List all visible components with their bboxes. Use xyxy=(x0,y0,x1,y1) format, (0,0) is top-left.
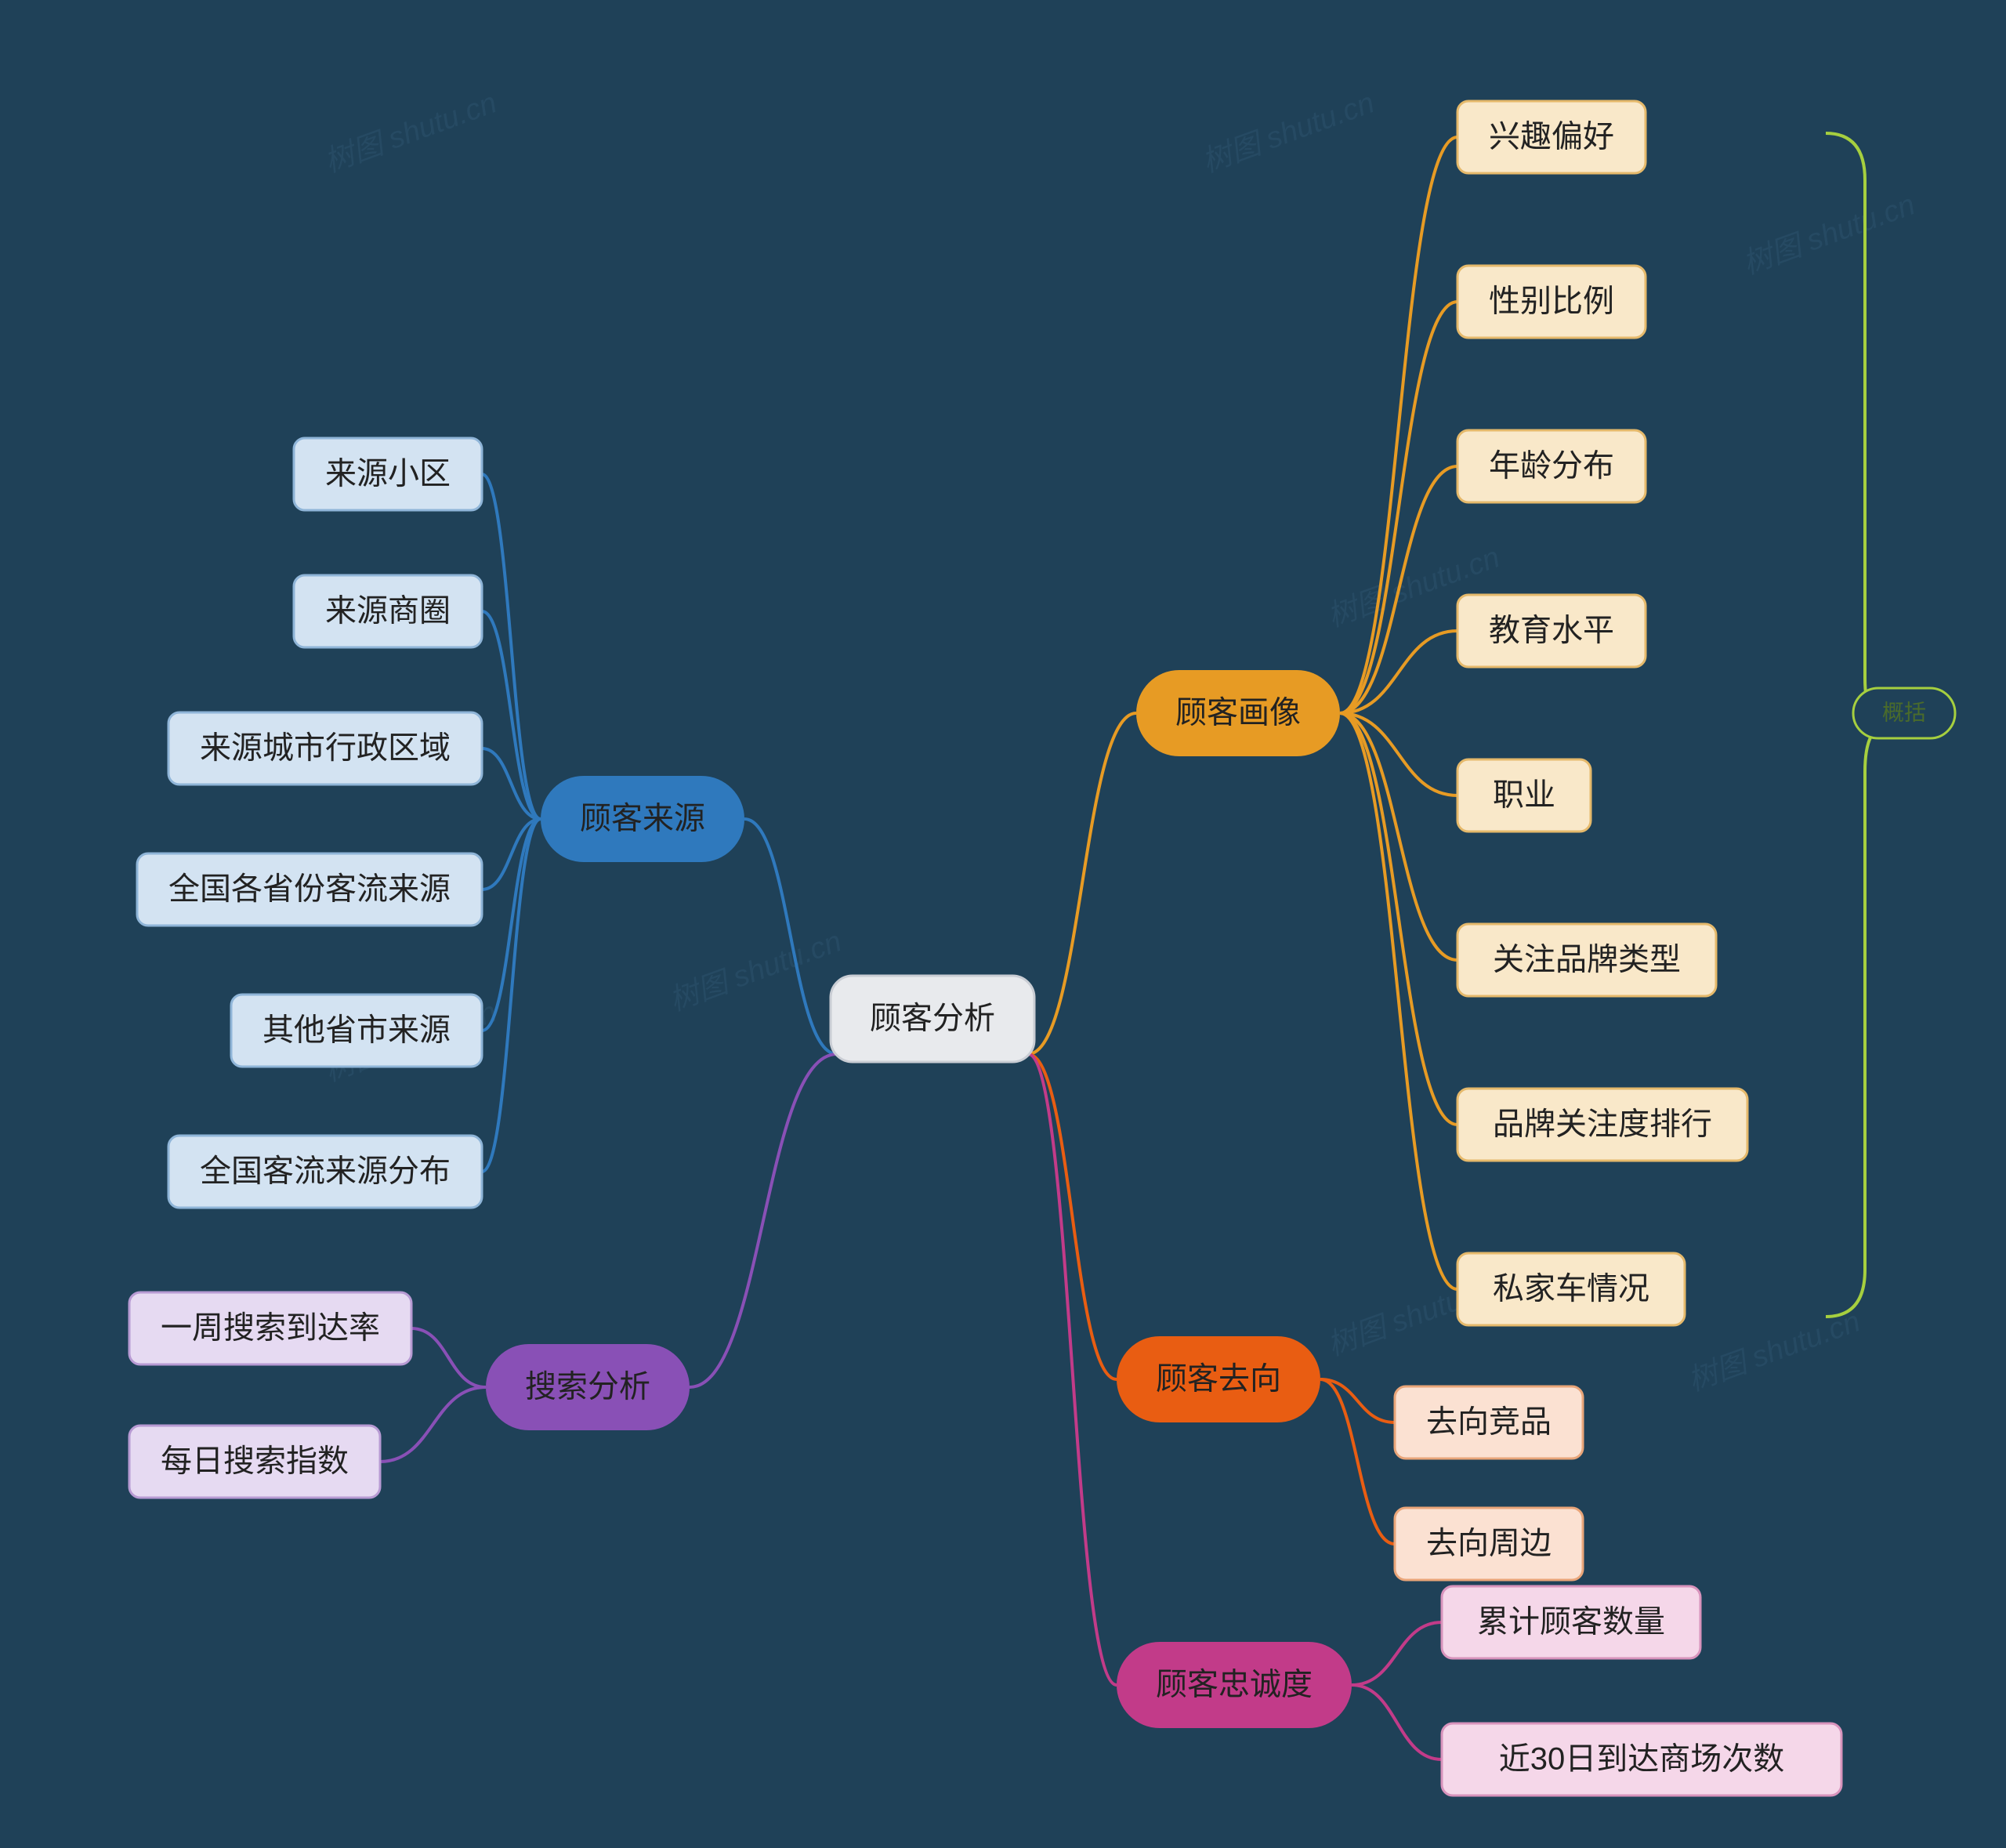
node-loyalty: 顾客忠诚度 xyxy=(1117,1642,1352,1728)
edge xyxy=(1340,713,1457,1125)
node-visits30: 近30日到达商场次数 xyxy=(1442,1723,1841,1795)
node-srcOther: 其他省市来源 xyxy=(231,995,482,1067)
edge xyxy=(380,1387,486,1462)
node-srcComm: 来源小区 xyxy=(294,438,482,510)
watermark: 树图 shutu.cn xyxy=(1739,188,1920,281)
node-dailyIdx: 每日搜索指数 xyxy=(129,1426,380,1498)
node-interest: 兴趣偏好 xyxy=(1457,101,1646,173)
node-search: 搜索分析 xyxy=(486,1344,690,1430)
node-label-gender: 性别比例 xyxy=(1489,284,1614,319)
edge xyxy=(411,1328,486,1387)
watermark: 树图 shutu.cn xyxy=(1198,86,1379,179)
node-label-car: 私家车情况 xyxy=(1493,1272,1649,1306)
node-label-dailyIdx: 每日搜索指数 xyxy=(161,1444,349,1479)
edge xyxy=(482,819,541,1172)
node-brandType: 关注品牌类型 xyxy=(1457,924,1716,996)
node-label-srcOther: 其他省市来源 xyxy=(263,1013,451,1048)
edge xyxy=(1352,1685,1442,1759)
node-label-search: 搜索分析 xyxy=(525,1370,650,1404)
node-label-srcDist: 全国客流来源分布 xyxy=(200,1154,451,1189)
node-root: 顾客分析 xyxy=(831,976,1034,1062)
node-toSurr: 去向周边 xyxy=(1395,1508,1583,1580)
node-age: 年龄分布 xyxy=(1457,430,1646,502)
node-dest: 顾客去向 xyxy=(1117,1336,1320,1422)
node-label-brandType: 关注品牌类型 xyxy=(1493,943,1681,977)
node-summary: 概括 xyxy=(1853,688,1955,738)
watermarks: 树图 shutu.cn 树图 shutu.cn 树图 shutu.cn 树图 shut… xyxy=(320,86,1920,1397)
edge xyxy=(1320,1379,1395,1544)
edge xyxy=(690,1054,837,1387)
node-srcDist: 全国客流来源分布 xyxy=(168,1136,482,1208)
edge xyxy=(1340,302,1457,713)
watermark: 树图 shutu.cn xyxy=(1684,1305,1865,1397)
node-srcAdmin: 来源城市行政区域 xyxy=(168,712,482,784)
edge xyxy=(1340,713,1457,1289)
node-label-srcComm: 来源小区 xyxy=(325,457,451,491)
node-srcProv: 全国各省份客流来源 xyxy=(137,853,482,926)
node-label-toComp: 去向竞品 xyxy=(1426,1405,1552,1440)
node-label-source: 顾客来源 xyxy=(580,802,705,836)
node-label-srcBiz: 来源商圈 xyxy=(325,594,451,629)
node-label-job: 职业 xyxy=(1493,778,1555,813)
node-label-srcProv: 全国各省份客流来源 xyxy=(168,872,451,907)
node-weekRate: 一周搜索到达率 xyxy=(129,1292,411,1364)
node-brandRank: 品牌关注度排行 xyxy=(1457,1089,1747,1161)
node-label-root: 顾客分析 xyxy=(870,1002,995,1036)
node-source: 顾客来源 xyxy=(541,776,744,862)
node-car: 私家车情况 xyxy=(1457,1253,1685,1325)
node-label-interest: 兴趣偏好 xyxy=(1489,120,1614,154)
node-label-brandRank: 品牌关注度排行 xyxy=(1493,1107,1712,1142)
node-label-loyalty: 顾客忠诚度 xyxy=(1156,1668,1313,1702)
edge xyxy=(1028,1054,1117,1379)
node-srcBiz: 来源商圈 xyxy=(294,575,482,647)
node-label-toSurr: 去向周边 xyxy=(1426,1527,1552,1561)
node-label-age: 年龄分布 xyxy=(1489,449,1614,484)
node-label-cumCust: 累计顾客数量 xyxy=(1477,1605,1665,1640)
edge xyxy=(1352,1622,1442,1685)
node-job: 职业 xyxy=(1457,759,1591,832)
node-cumCust: 累计顾客数量 xyxy=(1442,1586,1700,1658)
node-label-edu: 教育水平 xyxy=(1489,614,1614,648)
node-gender: 性别比例 xyxy=(1457,266,1646,338)
nodes-layer: 顾客分析 顾客画像 兴趣偏好性别比例年龄分布教育水平职业关注品牌类型品牌关注度排行私… xyxy=(129,101,1955,1795)
watermark: 树图 shutu.cn xyxy=(320,86,502,179)
node-portrait: 顾客画像 xyxy=(1136,670,1340,756)
edge xyxy=(482,474,541,819)
node-label-summary: 概括 xyxy=(1882,700,1926,724)
edge xyxy=(1028,713,1136,1054)
node-label-srcAdmin: 来源城市行政区域 xyxy=(200,731,451,766)
edge xyxy=(1340,137,1457,713)
node-toComp: 去向竞品 xyxy=(1395,1386,1583,1458)
node-label-visits30: 近30日到达商场次数 xyxy=(1499,1742,1785,1777)
node-label-portrait: 顾客画像 xyxy=(1175,696,1301,730)
watermark: 树图 shutu.cn xyxy=(665,925,846,1017)
node-label-dest: 顾客去向 xyxy=(1156,1362,1281,1397)
node-label-weekRate: 一周搜索到达率 xyxy=(161,1311,380,1346)
node-edu: 教育水平 xyxy=(1457,595,1646,667)
mindmap-canvas: 树图 shutu.cn 树图 shutu.cn 树图 shutu.cn 树图 shut… xyxy=(0,0,2006,1848)
